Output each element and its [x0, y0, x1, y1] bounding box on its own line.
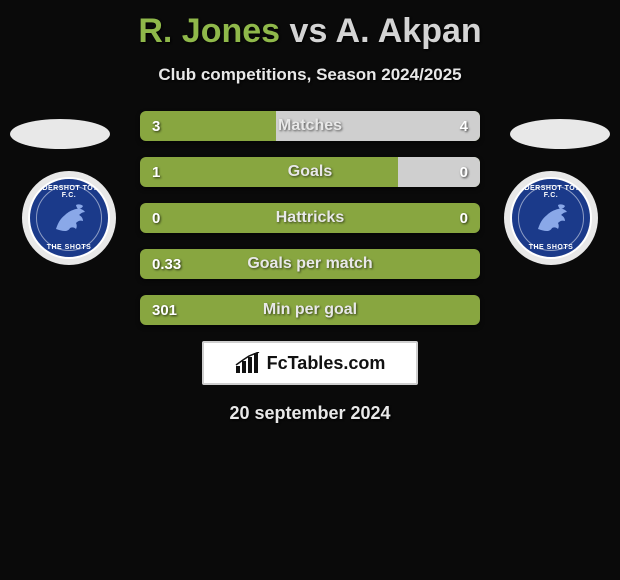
page-title: R. Jones vs A. Akpan	[0, 0, 620, 51]
stat-row: 0.33Goals per match	[140, 249, 480, 279]
avatar-player2	[510, 119, 610, 149]
stat-row: 3Matches4	[140, 111, 480, 141]
griffin-icon	[528, 195, 574, 241]
brand-text: FcTables.com	[267, 353, 386, 374]
stat-row: 301Min per goal	[140, 295, 480, 325]
club-badge-bottom-text: THE SHOTS	[512, 244, 590, 251]
vs-text: vs	[290, 12, 328, 50]
brand-box: FcTables.com	[202, 341, 418, 385]
stat-label: Matches	[140, 111, 480, 141]
club-badge-inner: ALDERSHOT TOWN F.C. THE SHOTS	[510, 177, 592, 259]
stat-row: 0Hattricks0	[140, 203, 480, 233]
stat-label: Goals	[140, 157, 480, 187]
club-badge-player2: ALDERSHOT TOWN F.C. THE SHOTS	[504, 171, 598, 265]
stat-bars: 3Matches41Goals00Hattricks00.33Goals per…	[140, 111, 480, 325]
club-badge-bottom-text: THE SHOTS	[30, 244, 108, 251]
club-badge-inner: ALDERSHOT TOWN F.C. THE SHOTS	[28, 177, 110, 259]
stat-value-right: 4	[460, 111, 468, 141]
date-text: 20 september 2024	[0, 403, 620, 424]
player2-name: A. Akpan	[336, 12, 482, 50]
brand-bars-icon	[235, 352, 261, 374]
avatar-player1	[10, 119, 110, 149]
player1-name: R. Jones	[138, 12, 280, 50]
stat-value-right: 0	[460, 203, 468, 233]
stat-label: Goals per match	[140, 249, 480, 279]
club-badge-player1: ALDERSHOT TOWN F.C. THE SHOTS	[22, 171, 116, 265]
stat-label: Min per goal	[140, 295, 480, 325]
stat-label: Hattricks	[140, 203, 480, 233]
griffin-icon	[46, 195, 92, 241]
stat-row: 1Goals0	[140, 157, 480, 187]
subtitle: Club competitions, Season 2024/2025	[0, 65, 620, 85]
stat-value-right: 0	[460, 157, 468, 187]
comparison-content: ALDERSHOT TOWN F.C. THE SHOTS ALDERSHOT …	[0, 111, 620, 424]
